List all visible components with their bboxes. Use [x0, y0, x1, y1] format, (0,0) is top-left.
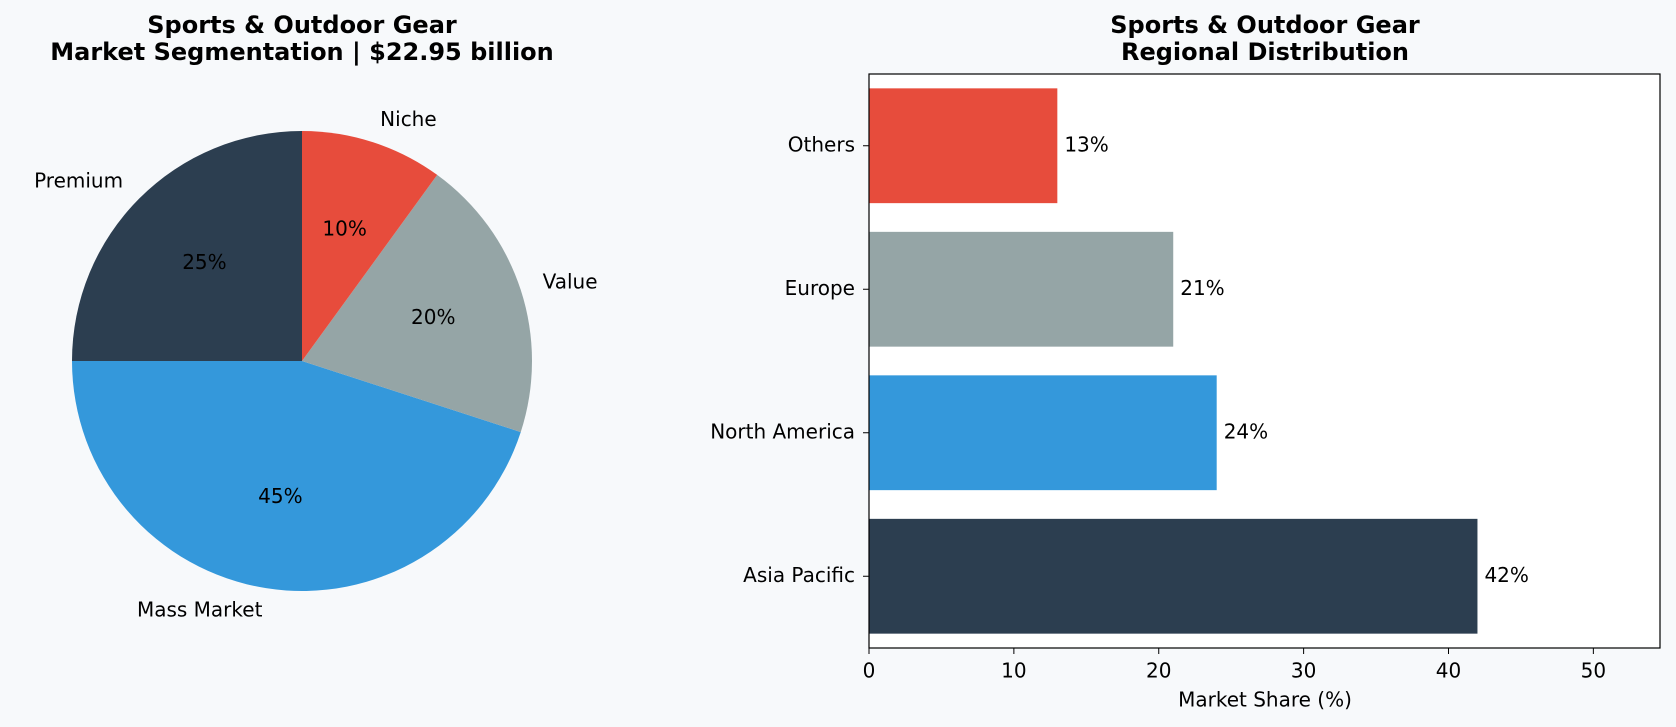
bar-value-label: 21% [1180, 276, 1224, 300]
pie-title: Sports & Outdoor Gear [147, 11, 457, 39]
bar [869, 375, 1217, 491]
plot-frame [868, 73, 1661, 649]
pie-slice [302, 131, 438, 361]
x-tick-label: 30 [1291, 659, 1316, 683]
x-tick-label: 0 [863, 659, 876, 683]
pie-slice [72, 131, 302, 361]
x-axis-label: Market Share (%) [1178, 688, 1352, 712]
bar [869, 518, 1478, 634]
y-tick-label: Europe [785, 276, 855, 300]
x-tick-label: 40 [1436, 659, 1461, 683]
pie-subtitle: Market Segmentation | $22.95 billion [50, 38, 554, 66]
slice-value-label: 25% [182, 250, 226, 274]
bar-value-label: 24% [1224, 419, 1268, 443]
y-tick-label: Asia Pacific [743, 563, 855, 587]
pie-slice [72, 361, 521, 591]
bar-value-label: 42% [1484, 563, 1528, 587]
slice-label: Value [543, 269, 598, 293]
bar-title: Sports & Outdoor Gear [1110, 11, 1420, 39]
x-tick-label: 50 [1581, 659, 1606, 683]
slice-label: Niche [380, 107, 437, 131]
y-tick-label: North America [710, 419, 855, 443]
bar-subtitle: Regional Distribution [1121, 38, 1409, 66]
slice-value-label: 10% [322, 216, 366, 240]
pie-slice [302, 174, 532, 433]
y-tick-label: Others [788, 132, 855, 156]
x-tick-label: 20 [1146, 659, 1171, 683]
bar-value-label: 13% [1064, 132, 1108, 156]
slice-value-label: 20% [411, 305, 455, 329]
slice-value-label: 45% [258, 484, 302, 508]
slice-label: Mass Market [137, 597, 263, 621]
bar [869, 88, 1058, 204]
bar [869, 231, 1174, 347]
x-tick-label: 10 [1001, 659, 1026, 683]
slice-label: Premium [34, 169, 123, 193]
